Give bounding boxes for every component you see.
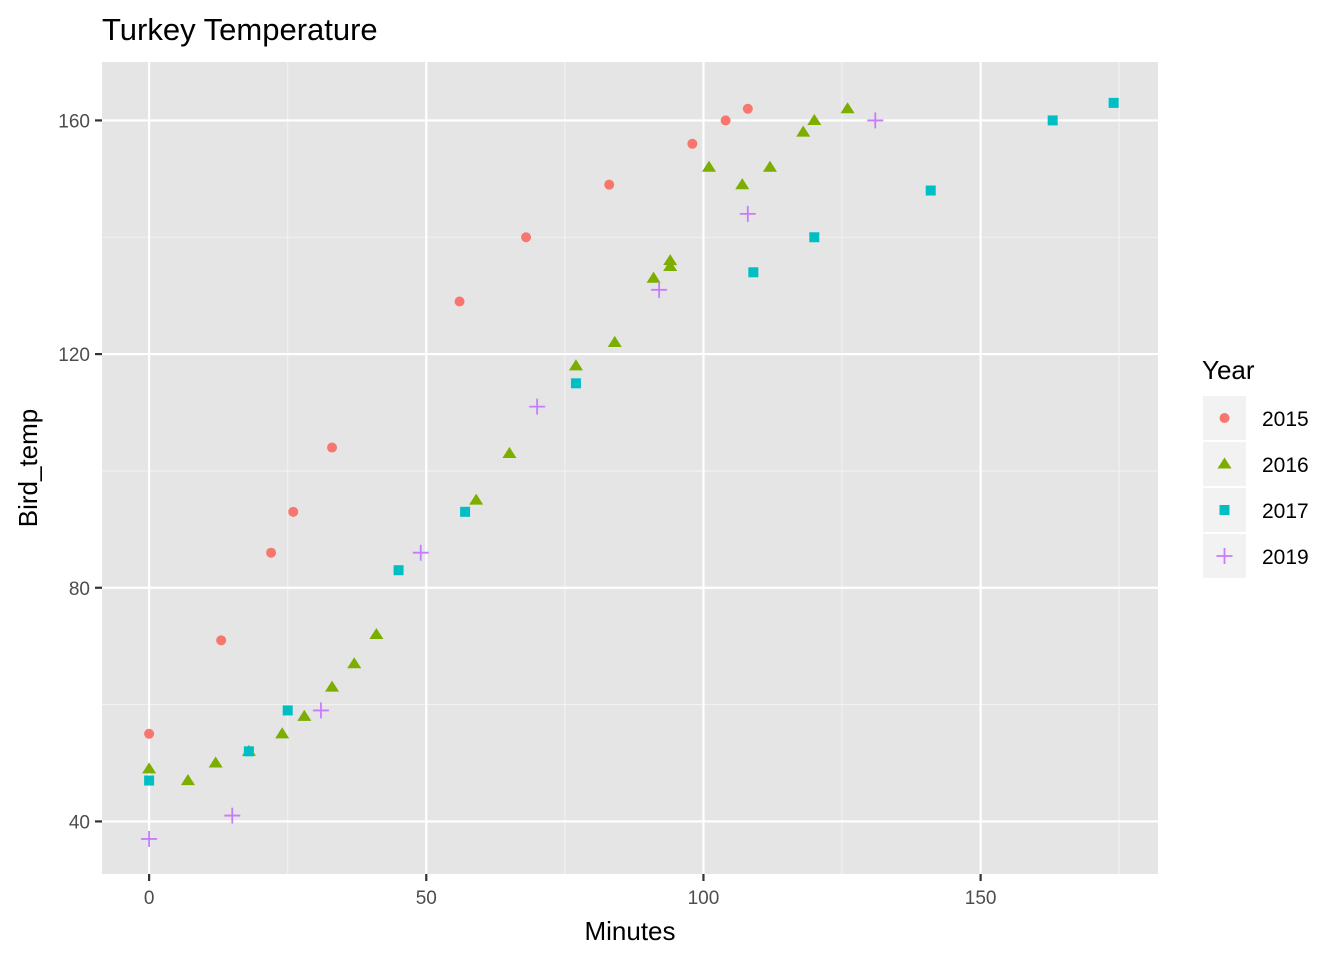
y-tick-label: 120 [58,345,90,366]
data-point [720,115,731,126]
data-point [224,807,241,824]
plot-panel [102,62,1158,874]
data-point [809,232,820,243]
legend-item-2015: 2015 [1203,396,1309,440]
data-point [840,102,855,114]
data-point [454,296,465,307]
data-point [663,254,678,266]
data-point [748,267,759,278]
data-point [347,657,362,669]
legend-label: 2016 [1262,454,1309,477]
data-point [735,178,750,190]
data-point [142,762,157,774]
data-point [275,727,290,739]
x-tick-label: 50 [416,888,437,909]
data-point [393,565,404,576]
data-point [141,830,158,847]
data-point [521,232,532,243]
series-2019 [141,112,884,847]
data-point [369,627,384,640]
data-point [180,774,195,786]
data-point [646,271,661,283]
data-point [325,680,340,692]
y-tick-label: 40 [69,812,90,833]
data-point [144,728,155,739]
data-point [607,335,622,347]
data-point [1047,115,1058,126]
grid-lines [102,62,1158,874]
x-tick-label: 0 [144,888,155,909]
data-point [739,205,756,222]
data-point [604,179,615,190]
data-point [216,635,227,646]
legend-marker [1216,548,1233,564]
x-tick-label: 150 [965,888,997,909]
chart-title: Turkey Temperature [102,12,378,47]
legend: Year 2015 2016 2017 2019 [1202,355,1309,578]
y-tick-label: 160 [58,111,90,132]
data-point [570,378,581,389]
data-point [762,160,777,172]
data-point [327,442,338,453]
data-point [243,746,254,757]
data-point [297,709,312,721]
data-point [796,125,811,137]
series-2017 [144,97,1119,786]
data-point [288,506,299,517]
data-point [208,756,223,768]
data-point [663,259,678,272]
data-point [312,702,329,719]
y-tick-label: 80 [69,579,90,600]
legend-marker [1219,505,1230,515]
data-point [568,359,583,371]
data-point [502,446,517,458]
data-point [266,547,277,558]
data-point [807,113,822,125]
series-2015 [144,103,753,739]
data-point [1108,97,1119,108]
data-point [742,103,753,114]
legend-item-2019: 2019 [1203,534,1309,578]
legend-label: 2015 [1262,408,1309,431]
data-point [144,775,155,786]
data-point [925,185,936,196]
data-point [701,160,717,172]
axis-ticks: 0 50 100 150 40 80 120 160 [58,111,996,909]
legend-item-2016: 2016 [1203,442,1309,486]
y-axis-title: Bird_temp [13,409,43,528]
legend-label: 2019 [1262,546,1309,569]
data-point [687,138,698,149]
data-point [529,398,546,415]
series-2016 [142,102,855,786]
x-axis-title: Minutes [584,916,675,946]
data-point [282,705,293,716]
data-point [651,281,668,298]
data-point [412,544,429,561]
legend-marker [1219,413,1230,423]
data-point [469,493,484,505]
data-point [867,112,884,129]
legend-marker [1217,457,1232,469]
data-point [460,506,471,517]
data-points [141,97,1119,847]
legend-label: 2017 [1262,500,1309,523]
legend-item-2017: 2017 [1203,488,1309,532]
x-tick-label: 100 [688,888,720,909]
legend-title: Year [1202,355,1255,385]
